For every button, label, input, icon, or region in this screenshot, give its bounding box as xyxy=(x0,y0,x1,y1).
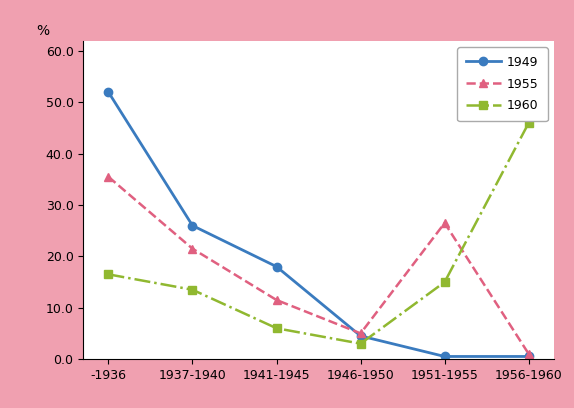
1949 xyxy=(273,264,280,269)
1955 xyxy=(273,297,280,302)
1955 xyxy=(189,246,196,251)
Line: 1949: 1949 xyxy=(104,88,533,361)
1960 xyxy=(105,272,112,277)
1960 xyxy=(357,341,364,346)
1960 xyxy=(441,279,448,284)
1949 xyxy=(105,90,112,95)
1960 xyxy=(525,120,532,125)
1960 xyxy=(189,287,196,292)
1955 xyxy=(441,221,448,226)
1949 xyxy=(441,354,448,359)
Text: %: % xyxy=(37,24,49,38)
1949 xyxy=(525,354,532,359)
Line: 1955: 1955 xyxy=(104,173,533,358)
1949 xyxy=(357,333,364,338)
Legend: 1949, 1955, 1960: 1949, 1955, 1960 xyxy=(457,47,548,121)
1955 xyxy=(105,174,112,179)
1955 xyxy=(525,351,532,356)
1955 xyxy=(357,331,364,336)
1960 xyxy=(273,326,280,331)
Line: 1960: 1960 xyxy=(104,119,533,348)
1949 xyxy=(189,223,196,228)
